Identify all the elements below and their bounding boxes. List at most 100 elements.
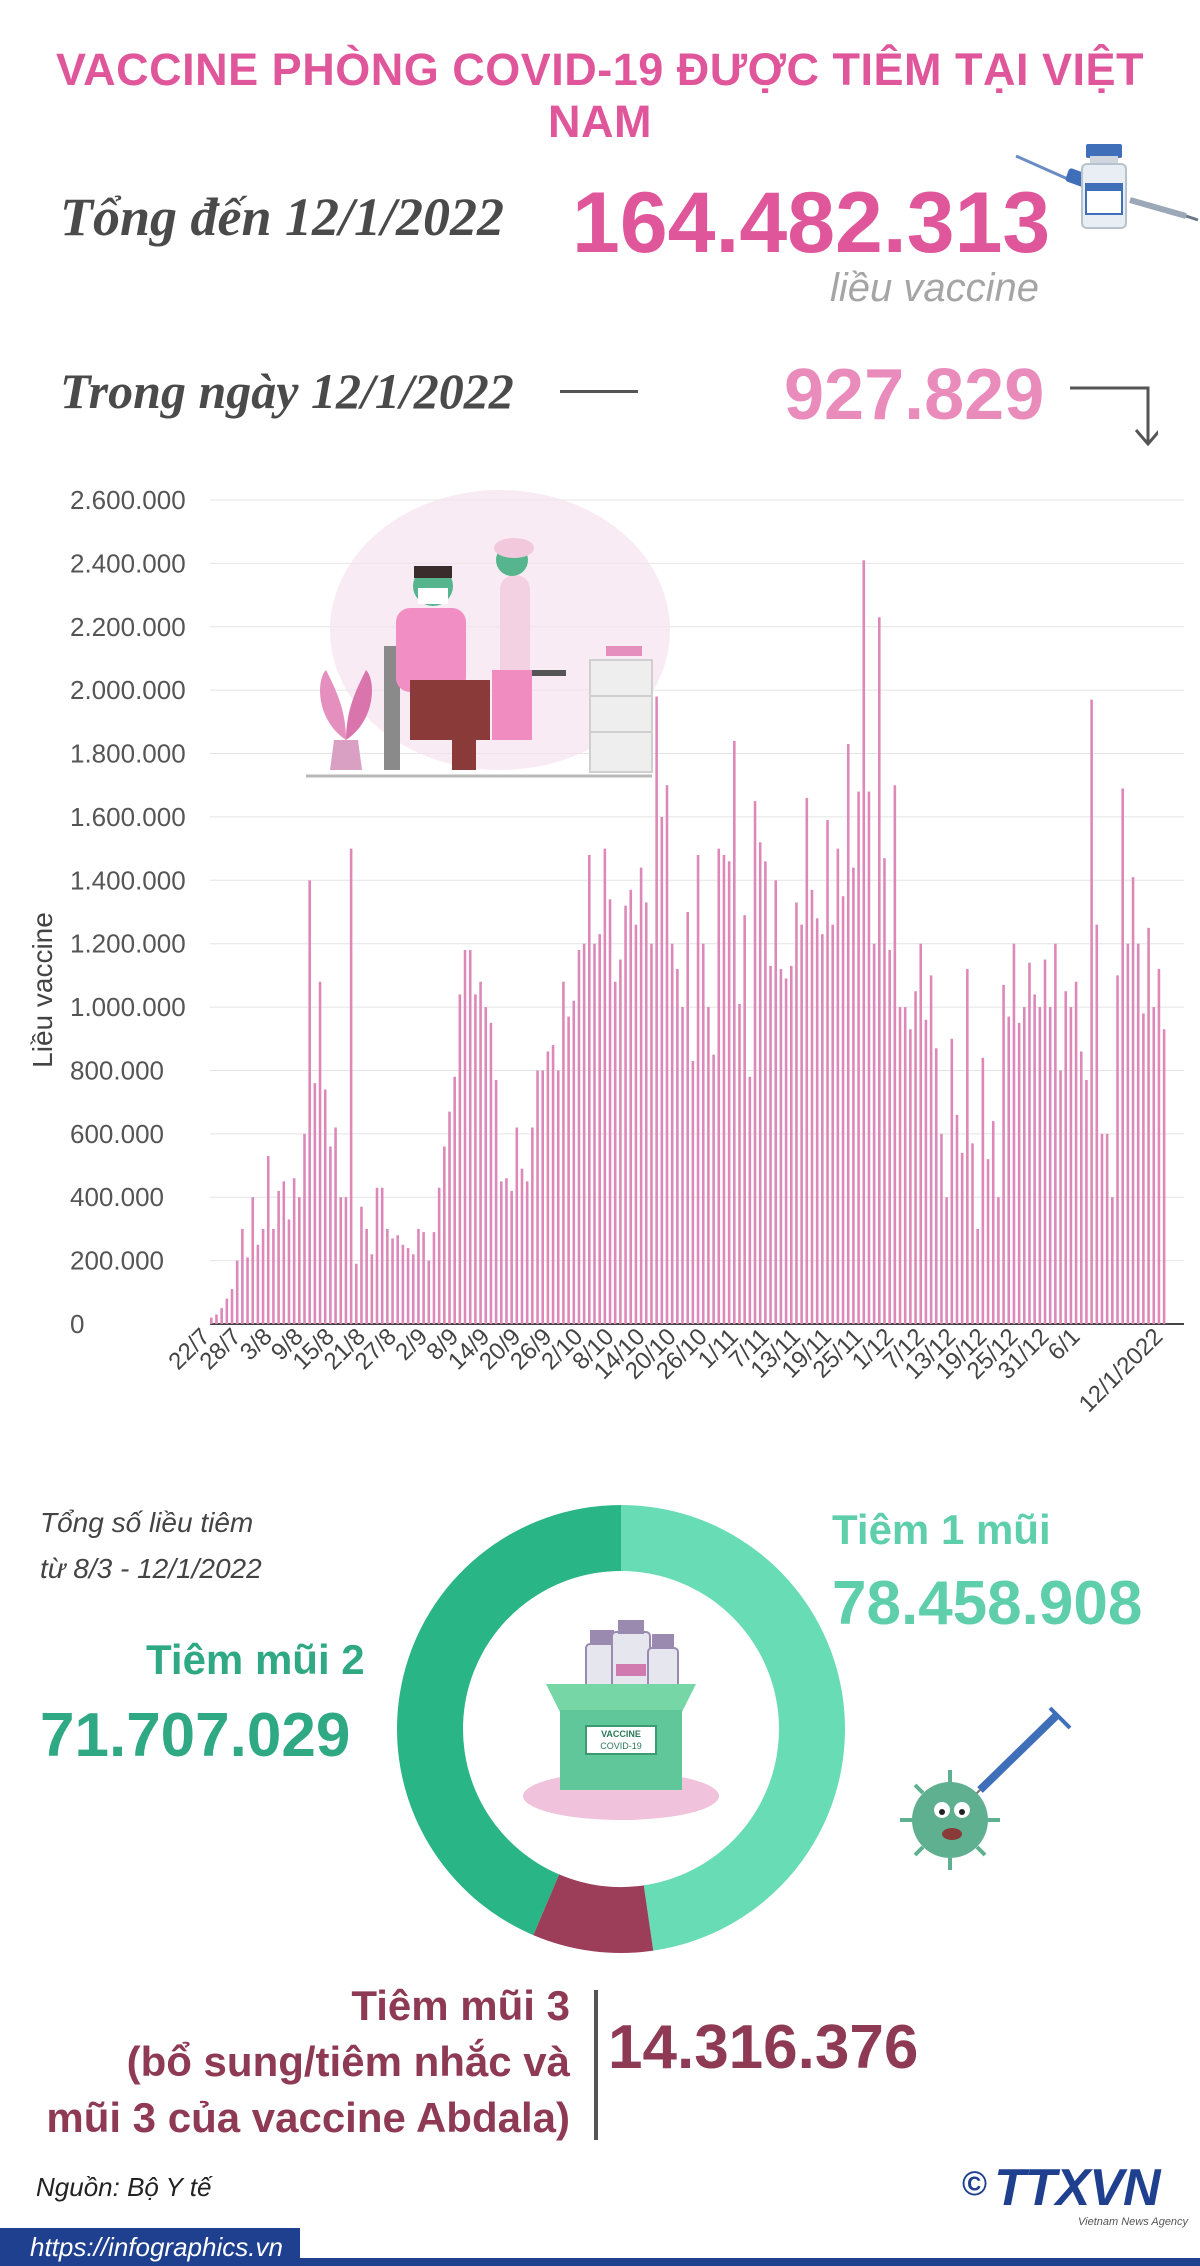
bar: [406, 1247, 410, 1324]
y-tick-label: 2.600.000: [70, 485, 186, 515]
bar: [1038, 1007, 1042, 1324]
bar: [1162, 1029, 1166, 1324]
bar: [681, 1007, 684, 1324]
y-tick-label: 1.600.000: [70, 802, 186, 832]
bar: [903, 1007, 907, 1324]
bar: [448, 1111, 451, 1324]
bar: [960, 1152, 964, 1324]
bar: [893, 785, 897, 1324]
bar: [1054, 943, 1057, 1324]
bar: [743, 915, 746, 1324]
dose2-value: 71.707.029: [40, 1701, 351, 1770]
dose3-slice: [533, 1874, 654, 1953]
bar: [241, 1228, 244, 1324]
dose3-label: Tiêm mũi 3 (bổ sung/tiêm nhắc và mũi 3 c…: [30, 1978, 570, 2146]
bar: [1048, 1007, 1052, 1324]
page-title: VACCINE PHÒNG COVID-19 ĐƯỢC TIÊM TẠI VIỆ…: [56, 44, 1144, 147]
bar: [945, 1197, 948, 1324]
y-tick-label: 0: [70, 1309, 84, 1339]
bar: [857, 791, 860, 1324]
bar: [898, 1007, 902, 1324]
bar: [1033, 994, 1036, 1324]
bar: [826, 820, 829, 1324]
y-tick-label: 1.000.000: [70, 992, 186, 1022]
bar: [639, 867, 643, 1324]
bar: [738, 1003, 741, 1324]
bar: [1090, 699, 1093, 1324]
x-tick-label: 12/1/2022: [1074, 1323, 1169, 1418]
bar: [1116, 975, 1119, 1324]
bar: [810, 889, 814, 1324]
bar: [225, 1298, 229, 1324]
bar: [427, 1260, 431, 1324]
bar: [1059, 1070, 1062, 1324]
donut-note-line2: từ 8/3 - 12/1/2022: [40, 1553, 262, 1584]
bar: [246, 1257, 249, 1324]
bar: [867, 791, 871, 1324]
bar: [924, 1019, 928, 1324]
x-tick-label: 6/1: [1043, 1323, 1086, 1366]
bar: [318, 981, 322, 1324]
bar: [401, 1244, 405, 1324]
bar: [215, 1314, 218, 1324]
bar: [551, 1045, 555, 1324]
copyright-icon: ©: [962, 2165, 987, 2203]
bar: [753, 801, 757, 1324]
bar: [603, 848, 607, 1324]
bar: [1002, 984, 1005, 1324]
dose3-label-line2: (bổ sung/tiêm nhắc và: [126, 2038, 570, 2085]
bar: [841, 896, 845, 1324]
bar: [665, 785, 669, 1324]
bar: [644, 902, 648, 1324]
bar: [308, 880, 311, 1324]
bar: [1079, 1051, 1083, 1324]
bar: [1142, 1013, 1145, 1324]
bar: [784, 978, 788, 1324]
bar: [815, 918, 819, 1324]
bar: [266, 1156, 270, 1324]
bar: [1136, 943, 1140, 1324]
total-value: 164.482.313: [572, 175, 1051, 271]
bar: [1043, 959, 1047, 1324]
bar: [344, 1197, 348, 1324]
vaccine-box-icon: VACCINE COVID-19: [523, 1620, 719, 1820]
bar: [629, 889, 633, 1324]
bar: [1012, 943, 1016, 1324]
total-label: Tổng đến 12/1/2022: [60, 187, 505, 247]
ttxvn-logo: © TTXVN: [962, 2158, 1161, 2218]
footer-url[interactable]: https://infographics.vn: [30, 2232, 283, 2262]
bar: [499, 1181, 503, 1324]
donut-note: Tổng số liều tiêm từ 8/3 - 12/1/2022: [40, 1500, 262, 1592]
bar: [489, 1022, 493, 1324]
bar: [572, 1000, 576, 1324]
bar: [391, 1238, 394, 1324]
bar: [277, 1190, 280, 1324]
bar: [966, 969, 969, 1324]
bar: [329, 1146, 332, 1324]
bar: [634, 924, 638, 1324]
bar: [727, 861, 731, 1324]
bar: [789, 965, 793, 1324]
bar: [655, 696, 658, 1324]
bar: [349, 848, 353, 1324]
bar: [1023, 1007, 1026, 1324]
bar: [1111, 1197, 1114, 1324]
bar: [505, 1178, 508, 1324]
y-tick-label: 2.000.000: [70, 675, 186, 705]
daily-doses-chart: 0 200.000 400.000 600.000 800.000 1.000.000 1.…: [27, 485, 1184, 1418]
box-label-top: VACCINE: [601, 1729, 641, 1739]
bar: [1131, 877, 1135, 1324]
bar: [577, 950, 581, 1324]
bar: [1064, 991, 1068, 1324]
bar: [494, 1079, 498, 1324]
bar: [950, 1038, 954, 1324]
total-unit: liều vaccine: [830, 266, 1040, 310]
bar: [676, 969, 679, 1324]
y-tick-label: 2.200.000: [70, 612, 186, 642]
bar: [717, 848, 721, 1324]
bar: [836, 848, 840, 1324]
bar: [722, 854, 726, 1324]
bar: [686, 912, 689, 1324]
dose3-label-line1: Tiêm mũi 3: [351, 1982, 570, 2029]
bar: [370, 1254, 374, 1324]
